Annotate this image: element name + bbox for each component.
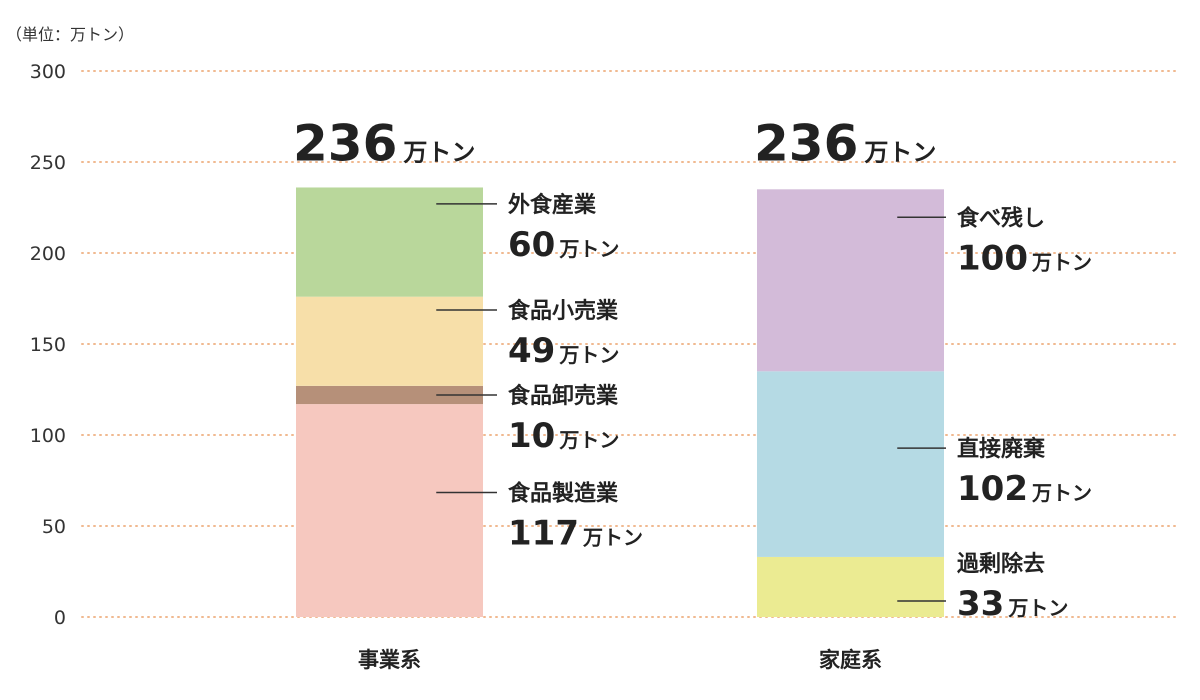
- segment-value-label-number: 49: [508, 331, 555, 371]
- total-value-label: 236 万トン: [754, 114, 936, 172]
- total-value-label-number: 236: [754, 114, 858, 172]
- y-tick-label: 250: [30, 152, 66, 174]
- segment-name-label: 食品小売業: [508, 298, 619, 324]
- segment-name-label: 食品製造業: [508, 481, 619, 507]
- bar-segment: [296, 296, 483, 386]
- segment-unit-label: 万トン: [558, 237, 619, 261]
- segment-value-label: 117 万トン: [508, 514, 643, 554]
- segment-name-label: 食べ残し: [957, 205, 1045, 231]
- bar-segment: [296, 404, 483, 617]
- unit-label: （単位：万トン）: [6, 25, 134, 44]
- grid-layer: 0 50 100 150 200 250 300: [30, 61, 1181, 629]
- segment-name-label: 過剰除去: [957, 551, 1045, 577]
- total-value-label-number: 236: [293, 114, 397, 172]
- segment-unit-label: 万トン: [558, 428, 619, 452]
- segment-value-label-number: 100: [957, 238, 1028, 278]
- bar-segment: [757, 371, 944, 557]
- segment-name-label: 外食産業: [508, 192, 597, 218]
- total-unit-label: 万トン: [403, 138, 475, 166]
- segment-value-label: 10 万トン: [508, 416, 619, 456]
- segment-value-label-number: 117: [508, 514, 579, 554]
- bar-segment: [296, 187, 483, 297]
- y-tick-label: 0: [54, 607, 66, 629]
- y-tick-label: 300: [30, 61, 66, 83]
- bar-segment: [296, 385, 483, 405]
- total-value-label: 236 万トン: [293, 114, 475, 172]
- y-tick-label: 50: [42, 516, 66, 538]
- bar-layer: [296, 187, 944, 617]
- segment-unit-label: 万トン: [1007, 596, 1068, 620]
- segment-unit-label: 万トン: [1031, 250, 1092, 274]
- bar-segment: [757, 189, 944, 372]
- category-label: 家庭系: [819, 648, 882, 672]
- segment-unit-label: 万トン: [558, 343, 619, 367]
- segment-value-label-number: 60: [508, 225, 555, 265]
- y-tick-label: 100: [30, 425, 66, 447]
- segment-unit-label: 万トン: [582, 526, 643, 550]
- segment-value-label-number: 33: [957, 584, 1004, 624]
- segment-value-label-number: 10: [508, 416, 555, 456]
- segment-name-label: 直接廃棄: [957, 436, 1046, 462]
- total-unit-label: 万トン: [864, 138, 936, 166]
- segment-unit-label: 万トン: [1031, 481, 1092, 505]
- y-tick-label: 150: [30, 334, 66, 356]
- segment-value-label: 33 万トン: [957, 584, 1068, 624]
- category-label: 事業系: [358, 648, 421, 672]
- segment-value-label-number: 102: [957, 469, 1028, 509]
- segment-name-label: 食品卸売業: [508, 383, 619, 409]
- segment-value-label: 100 万トン: [957, 238, 1092, 278]
- segment-value-label: 49 万トン: [508, 331, 619, 371]
- segment-value-label: 60 万トン: [508, 225, 619, 265]
- bar-segment: [757, 556, 944, 617]
- y-tick-label: 200: [30, 243, 66, 265]
- segment-value-label: 102 万トン: [957, 469, 1092, 509]
